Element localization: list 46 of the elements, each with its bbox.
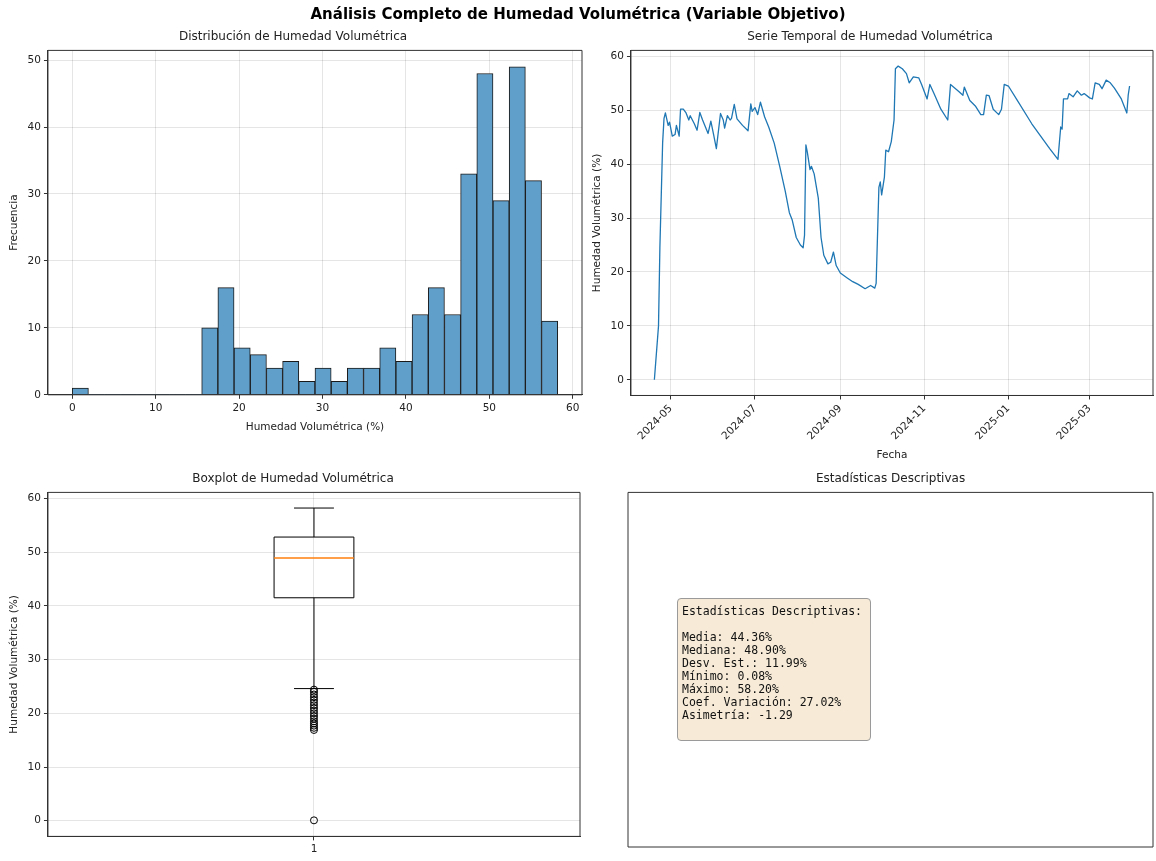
chart-title: Distribución de Humedad Volumétrica [178, 29, 408, 44]
text: Media: 44.36% [682, 630, 773, 644]
y-tick-label: 30 [610, 210, 624, 223]
text: Coef. Variación: 27.02% [682, 695, 843, 709]
chart-title: Serie Temporal de Humedad Volumétrica [747, 29, 993, 44]
y-tick-label: 40 [27, 598, 41, 611]
y-tick-label: 50 [27, 544, 41, 557]
y-axis-title: Humedad Volumétrica (%) [590, 153, 603, 293]
text: Máximo: 58.20% [682, 682, 780, 696]
y-tick-label: 10 [27, 320, 41, 333]
y-tick-label: 60 [27, 491, 41, 504]
y-tick-label: 10 [27, 759, 41, 772]
y-tick-label: 20 [610, 264, 624, 277]
y-axis-title: Humedad Volumétrica (%) [7, 595, 20, 734]
y-tick-label: 50 [610, 103, 624, 116]
text: Asimetría: -1.29 [682, 708, 794, 722]
y-tick-label: 40 [610, 156, 624, 169]
x-tick-label: 30 [315, 400, 330, 413]
y-tick-label: 40 [27, 119, 41, 132]
y-tick-label: 10 [610, 318, 624, 331]
y-tick-label: 20 [27, 706, 41, 719]
y-tick-label: 60 [610, 49, 624, 62]
y-tick-label: 50 [27, 52, 41, 65]
y-tick-label: 0 [34, 387, 41, 400]
text: Estadísticas Descriptivas [815, 471, 966, 486]
text: Mediana: 48.90% [682, 643, 787, 657]
x-tick-label: 50 [482, 400, 497, 413]
x-tick-label: 10 [148, 400, 163, 413]
y-tick-label: 0 [34, 813, 41, 826]
y-tick-label: 30 [27, 186, 41, 199]
chart-title: Boxplot de Humedad Volumétrica [192, 471, 394, 486]
text: Desv. Est.: 11.99% [682, 656, 808, 670]
y-axis-title: Frecuencia [7, 194, 20, 251]
x-axis-title: Humedad Volumétrica (%) [245, 420, 385, 433]
text: Estadísticas Descriptivas: [682, 604, 863, 618]
x-tick-label: 1 [310, 842, 318, 855]
y-tick-label: 20 [27, 253, 41, 266]
text: Análisis Completo de Humedad Volumétrica (Variable Objetivo) [309, 5, 847, 23]
x-tick-label: 0 [68, 400, 76, 413]
y-tick-label: 0 [617, 372, 624, 385]
x-tick-label: 20 [232, 400, 246, 413]
text: Mínimo: 0.08% [682, 669, 773, 683]
y-tick-label: 30 [27, 652, 41, 665]
x-axis-title: Fecha [876, 448, 908, 461]
x-tick-label: 60 [566, 400, 580, 413]
x-tick-label: 40 [399, 400, 413, 413]
